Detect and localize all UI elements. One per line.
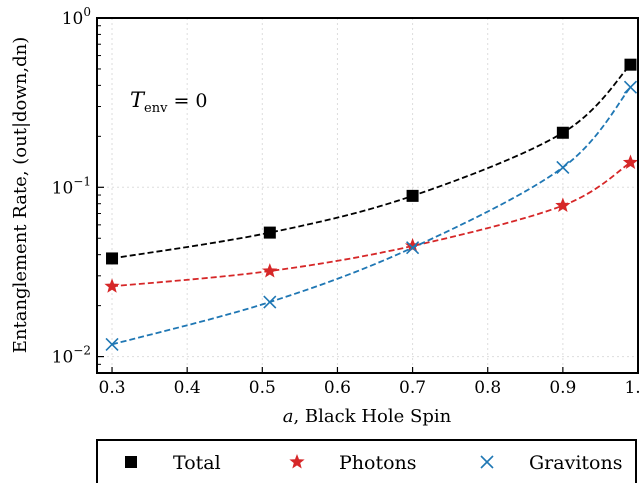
data-point-total: [406, 189, 419, 202]
data-point-photons: [262, 263, 278, 278]
legend: Total Photons Gravitons: [96, 439, 637, 483]
data-point-gravitons: [406, 241, 420, 255]
x-tick-label: 0.5: [249, 378, 276, 398]
data-point-total: [624, 58, 637, 71]
series-line-gravitons: [111, 86, 632, 346]
data-point-photons: [404, 238, 421, 253]
series-layer: [104, 58, 639, 351]
ticks: 0.3 0.4 0.5 0.6 0.7 0.8 0.9 1.0 10−2 10−1 100: [52, 5, 640, 398]
legend-box: [96, 439, 637, 483]
legend-label-photons: Photons: [339, 452, 417, 474]
data-point-total: [106, 252, 119, 265]
marker-stroke: [105, 337, 119, 351]
data-point-total: [556, 126, 569, 139]
marker-stroke: [623, 80, 638, 94]
annotation-rest: = 0: [167, 90, 207, 112]
legend-marker-total: [125, 456, 137, 468]
legend-items: Total Photons Gravitons: [125, 452, 622, 474]
series-line-photons: [111, 161, 631, 288]
marker-stroke: [263, 295, 277, 309]
data-point-gravitons: [623, 80, 638, 94]
data-point-photons: [104, 278, 120, 293]
annotation-symbol: T: [130, 88, 146, 112]
y-tick-label: 100: [62, 5, 91, 29]
x-axis-var: a: [283, 406, 294, 427]
x-tick-label: 0.3: [99, 378, 126, 398]
annotation-subscript: env: [144, 101, 168, 116]
legend-label-gravitons: Gravitons: [529, 452, 622, 474]
x-tick-label: 0.6: [324, 378, 351, 398]
x-tick-label: 0.8: [474, 378, 501, 398]
x-tick-label: 1.0: [624, 378, 640, 398]
annotation: Tenv = 0: [130, 88, 208, 116]
y-axis-title: Entanglement Rate, (out|down,dn): [10, 37, 31, 354]
x-axis-rest: , Black Hole Spin: [293, 406, 451, 427]
plot-frame: [96, 17, 639, 374]
legend-label-total: Total: [173, 452, 221, 474]
x-tick-label: 0.7: [399, 378, 426, 398]
y-tick-label: 10−2: [52, 344, 91, 368]
data-point-photons: [555, 197, 571, 213]
marker-stroke: [480, 455, 494, 469]
y-tick-label: 10−1: [52, 174, 91, 198]
x-tick-label: 0.4: [174, 378, 201, 398]
data-point-gravitons: [263, 295, 277, 309]
data-point-total: [263, 226, 276, 239]
x-axis-title: a, Black Hole Spin: [283, 406, 452, 427]
data-point-photons: [622, 154, 639, 170]
x-tick-label: 0.9: [549, 378, 576, 398]
marker-stroke: [556, 160, 570, 175]
marker-stroke: [406, 241, 420, 255]
grid: [97, 17, 639, 373]
data-point-gravitons: [556, 160, 570, 175]
data-point-gravitons: [105, 337, 119, 351]
legend-marker-photons: [289, 454, 305, 469]
legend-marker-gravitons: [480, 455, 494, 469]
